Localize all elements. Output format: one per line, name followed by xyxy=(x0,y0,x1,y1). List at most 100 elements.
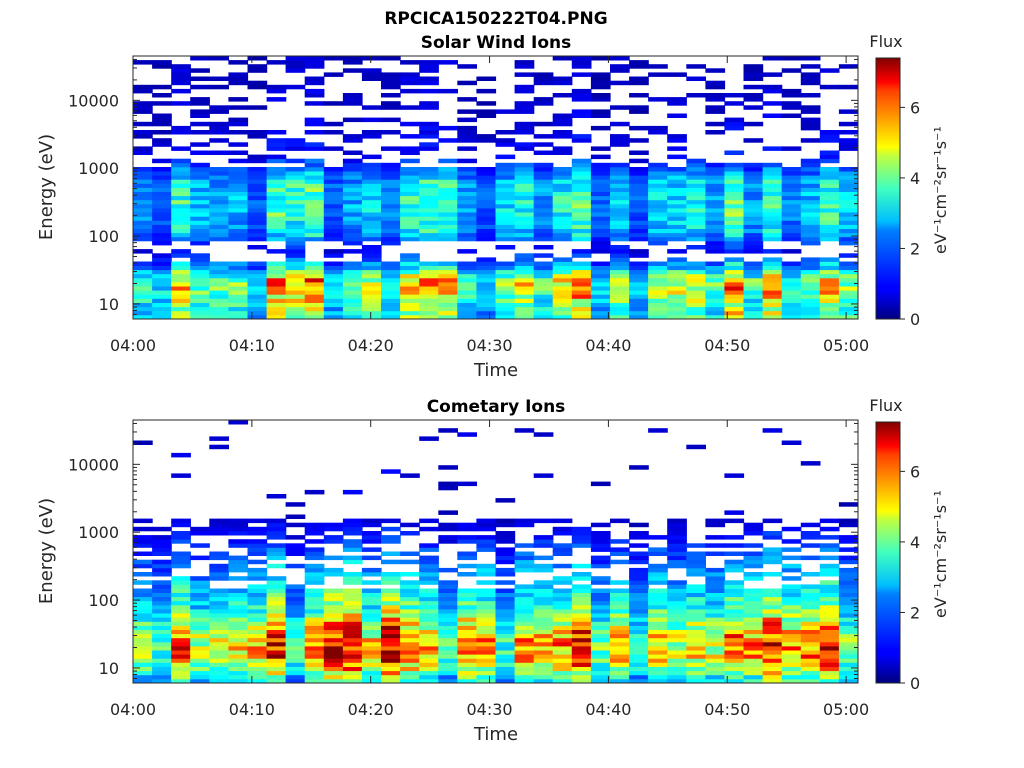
heatmap-cell xyxy=(762,646,783,651)
heatmap-cell xyxy=(648,641,668,647)
heatmap-cell xyxy=(342,526,363,532)
heatmap-cell xyxy=(190,290,210,295)
heatmap-cell xyxy=(381,302,401,308)
heatmap-cell xyxy=(838,216,858,221)
heatmap-cell xyxy=(190,588,210,593)
heatmap-cell xyxy=(342,641,363,647)
heatmap-cell xyxy=(381,592,401,598)
heatmap-cell xyxy=(209,56,229,61)
heatmap-cell xyxy=(514,60,535,65)
heatmap-cell xyxy=(133,150,153,155)
heatmap-cell xyxy=(190,600,210,606)
heatmap-cell xyxy=(610,670,630,676)
y-tick-label: 10 xyxy=(99,659,119,678)
heatmap-cell xyxy=(590,236,611,242)
heatmap-cell xyxy=(361,539,382,544)
heatmap-cell xyxy=(552,543,573,548)
heatmap-cell xyxy=(724,588,745,593)
heatmap-cell xyxy=(762,220,783,225)
heatmap-cell xyxy=(533,277,554,283)
heatmap-cell xyxy=(400,617,420,622)
heatmap-cell xyxy=(171,629,191,635)
heatmap-cell xyxy=(533,580,554,585)
heatmap-cell xyxy=(190,199,210,205)
heatmap-cell xyxy=(571,60,592,65)
heatmap-cell xyxy=(190,654,210,659)
heatmap-cell xyxy=(190,674,210,680)
heatmap-cell xyxy=(323,56,344,61)
heatmap-cell xyxy=(800,199,821,205)
heatmap-cell xyxy=(381,167,401,172)
heatmap-cell xyxy=(838,306,858,312)
heatmap-cell xyxy=(571,637,592,643)
heatmap-cell xyxy=(323,302,344,308)
heatmap-cell xyxy=(781,261,802,266)
heatmap-cell xyxy=(800,298,821,303)
heatmap-cell xyxy=(610,199,630,205)
heatmap-cell xyxy=(133,298,153,303)
heatmap-cell xyxy=(590,625,611,630)
heatmap-cell xyxy=(533,310,554,316)
heatmap-cell xyxy=(152,678,172,683)
heatmap-cell xyxy=(152,674,172,680)
heatmap-cell xyxy=(495,199,516,205)
heatmap-cell xyxy=(419,436,439,441)
heatmap-cell xyxy=(342,273,363,279)
heatmap-cell xyxy=(400,670,420,676)
heatmap-cell xyxy=(629,617,649,622)
heatmap-cell xyxy=(571,113,592,118)
heatmap-cell xyxy=(610,588,630,593)
heatmap-cell xyxy=(228,277,249,283)
heatmap-cell xyxy=(457,249,477,254)
heatmap-cell xyxy=(247,208,268,213)
heatmap-cell xyxy=(552,563,573,569)
heatmap-cell xyxy=(400,654,420,659)
heatmap-cell xyxy=(476,286,497,291)
heatmap-cell xyxy=(533,97,554,102)
heatmap-cell xyxy=(171,286,191,291)
heatmap-cell xyxy=(381,76,401,81)
heatmap-cell xyxy=(209,572,229,577)
heatmap-cell xyxy=(571,670,592,676)
heatmap-cell xyxy=(133,294,153,299)
heatmap-cell xyxy=(629,666,649,672)
heatmap-cell xyxy=(514,121,535,127)
heatmap-cell xyxy=(819,298,840,303)
heatmap-cell xyxy=(629,465,649,470)
heatmap-cell xyxy=(762,179,783,184)
heatmap-cell xyxy=(724,273,745,279)
heatmap-cell xyxy=(361,572,382,577)
heatmap-cell xyxy=(762,637,783,643)
heatmap-cell xyxy=(571,314,592,319)
heatmap-cell xyxy=(419,80,439,86)
heatmap-cell xyxy=(743,269,764,275)
heatmap-cell xyxy=(419,629,439,635)
heatmap-cell xyxy=(342,654,363,659)
heatmap-cell xyxy=(762,625,783,630)
heatmap-cell xyxy=(781,290,802,295)
heatmap-cell xyxy=(457,678,477,683)
heatmap-cell xyxy=(724,93,745,98)
heatmap-cell xyxy=(762,88,783,94)
heatmap-cell xyxy=(171,269,191,275)
heatmap-cell xyxy=(724,625,745,630)
heatmap-cell xyxy=(304,662,325,667)
heatmap-cell xyxy=(285,64,306,69)
heatmap-cell xyxy=(457,125,477,131)
heatmap-cell xyxy=(381,105,401,110)
heatmap-cell xyxy=(552,208,573,213)
heatmap-cell xyxy=(361,678,382,683)
heatmap-cell xyxy=(285,666,306,672)
heatmap-cell xyxy=(495,224,516,229)
heatmap-cell xyxy=(533,592,554,598)
heatmap-cell xyxy=(743,613,764,618)
heatmap-cell xyxy=(667,658,687,663)
heatmap-cell xyxy=(648,662,668,667)
heatmap-cell xyxy=(552,617,573,622)
heatmap-cell xyxy=(533,203,554,209)
heatmap-cell xyxy=(648,130,668,135)
heatmap-cell xyxy=(171,228,191,234)
heatmap-cell xyxy=(686,286,706,291)
heatmap-cell xyxy=(476,302,497,308)
heatmap-cell xyxy=(361,269,382,275)
